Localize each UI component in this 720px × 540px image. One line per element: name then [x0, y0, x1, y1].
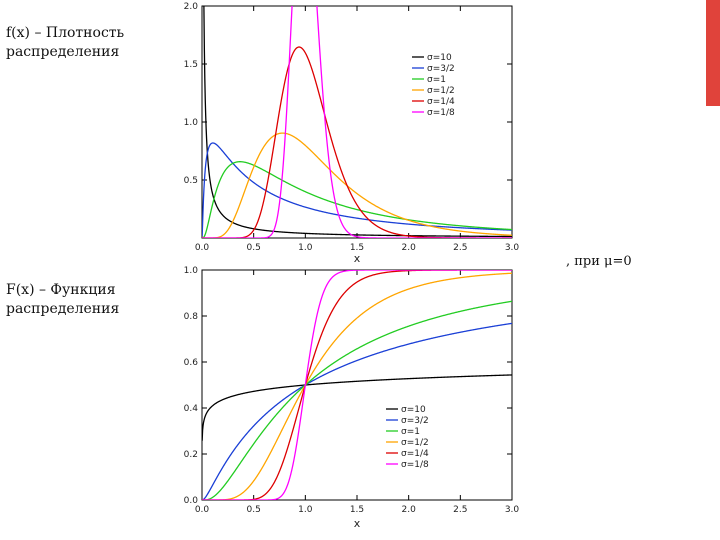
cdf-series-line [202, 300, 512, 500]
mu-condition: , при μ=0 [566, 254, 632, 269]
cdf-series-line [202, 270, 512, 500]
pdf-x-tick-label: 1.5 [350, 243, 364, 253]
cdf-x-tick-label: 0.5 [247, 505, 261, 515]
cdf-x-tick-label: 1.5 [350, 505, 364, 515]
cdf-y-tick-label: 1.0 [184, 266, 199, 276]
cdf-legend-label: σ=1/4 [401, 449, 429, 459]
cdf-y-tick-label: 0.2 [184, 450, 198, 460]
pdf-x-tick-label: 2.5 [453, 243, 467, 253]
cdf-legend-label: σ=3/2 [401, 416, 429, 426]
cdf-series-line [202, 272, 512, 500]
cdf-chart: 0.0 0.5 1.0 1.5 2.0 2.5 3.0 0.0 0.2 0.4 0.6 0.8 1.0 x… [184, 266, 520, 530]
cdf-series-line [202, 322, 512, 500]
cdf-description: F(x) – Функция распределения [6, 282, 120, 317]
cdf-plot-frame [201, 269, 513, 501]
pdf-series-line [202, 6, 512, 238]
pdf-x-tick-label: 3.0 [505, 243, 520, 253]
cdf-series-line [202, 374, 512, 441]
pdf-chart: 0.0 0.5 1.0 1.5 2.0 2.5 3.00.51.01.52.0xσ=10σ=… [184, 2, 520, 265]
pdf-plot-frame [201, 5, 513, 239]
pdf-series-line [202, 142, 512, 237]
cdf-x-axis-label: x [354, 517, 361, 530]
pdf-legend-label: σ=1/4 [427, 97, 455, 107]
cdf-legend-label: σ=1/8 [401, 460, 429, 470]
pdf-x-tick-label: 2.0 [402, 243, 417, 253]
cdf-x-tick-label: 3.0 [505, 505, 520, 515]
pdf-y-tick-label: 2.0 [184, 2, 199, 12]
pdf-description: f(x) – Плотность распределения [6, 25, 125, 60]
pdf-x-axis-label: x [354, 252, 361, 265]
pdf-y-tick-label: 0.5 [184, 176, 198, 186]
pdf-series-line [202, 132, 512, 238]
pdf-legend-label: σ=3/2 [427, 64, 455, 74]
pdf-legend-label: σ=1/8 [427, 108, 455, 118]
cdf-legend-label: σ=10 [401, 405, 426, 415]
cdf-y-tick-label: 0.4 [184, 404, 199, 414]
pdf-legend-label: σ=1 [427, 75, 446, 85]
pdf-legend-label: σ=1/2 [427, 86, 455, 96]
pdf-y-tick-label: 1.0 [184, 118, 199, 128]
cdf-y-tick-label: 0.6 [184, 358, 199, 368]
cdf-x-tick-label: 0.0 [195, 505, 210, 515]
pdf-x-tick-label: 0.0 [195, 243, 210, 253]
cdf-y-tick-label: 0.8 [184, 312, 199, 322]
cdf-legend-label: σ=1 [401, 427, 420, 437]
pdf-y-tick-label: 1.5 [184, 60, 198, 70]
pdf-x-tick-label: 0.5 [247, 243, 261, 253]
accent-bar [706, 0, 720, 106]
cdf-y-tick-label: 0.0 [184, 496, 199, 506]
cdf-legend-label: σ=1/2 [401, 438, 429, 448]
cdf-x-tick-label: 1.0 [298, 505, 313, 515]
cdf-x-tick-label: 2.5 [453, 505, 467, 515]
pdf-x-tick-label: 1.0 [298, 243, 313, 253]
cdf-x-tick-label: 2.0 [402, 505, 417, 515]
pdf-legend-label: σ=10 [427, 53, 452, 63]
